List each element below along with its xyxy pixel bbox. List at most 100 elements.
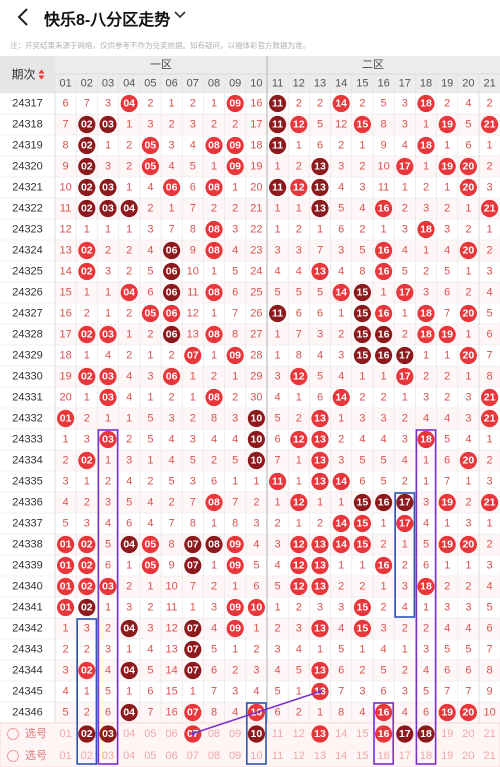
sort-up-icon[interactable] (38, 69, 45, 74)
hit-number: 05 (145, 539, 157, 551)
hit-ball (78, 262, 96, 281)
miss-count: 2 (126, 266, 132, 278)
hit-number: 19 (441, 539, 453, 551)
miss-count: 1 (423, 245, 429, 257)
hit-number: 04 (123, 287, 135, 299)
period-label: 24319 (12, 140, 43, 152)
miss-count: 1 (275, 224, 281, 236)
select-number-option: 06 (165, 728, 177, 740)
hit-number: 13 (314, 266, 326, 278)
miss-count: 17 (59, 329, 71, 341)
period-label: 24328 (12, 329, 43, 341)
sort-down-icon[interactable] (38, 75, 45, 80)
hit-number: 14 (335, 287, 347, 299)
miss-count: 5 (147, 665, 153, 677)
miss-count: 5 (465, 644, 471, 656)
hit-ball (120, 619, 138, 638)
hit-ball (184, 556, 202, 575)
hit-ball (438, 325, 456, 344)
miss-count: 1 (190, 371, 196, 383)
miss-count: 2 (84, 308, 90, 320)
miss-count: 3 (105, 161, 111, 173)
hit-number: 09 (229, 602, 241, 614)
miss-count: 5 (381, 665, 387, 677)
page-title[interactable]: 快乐8-八分区走势 (44, 12, 171, 29)
miss-count: 4 (487, 287, 493, 299)
miss-count: 12 (187, 308, 199, 320)
hit-number: 02 (81, 119, 93, 131)
hit-ball (375, 703, 393, 722)
hit-number: 15 (357, 497, 369, 509)
miss-count: 1 (190, 392, 196, 404)
miss-count: 1 (232, 476, 238, 488)
miss-count: 6 (423, 707, 429, 719)
hit-number: 08 (208, 140, 220, 152)
miss-count: 4 (232, 245, 238, 257)
chevron-left-icon[interactable] (16, 6, 32, 28)
hit-ball (78, 178, 96, 197)
select-number-option: 04 (123, 750, 135, 762)
hit-ball (78, 577, 96, 596)
miss-count: 5 (190, 161, 196, 173)
miss-count: 2 (169, 350, 175, 362)
miss-count: 2 (381, 392, 387, 404)
miss-count: 3 (147, 119, 153, 131)
miss-count: 6 (444, 665, 450, 677)
select-radio-icon[interactable] (7, 750, 19, 762)
selected-ball[interactable] (247, 725, 265, 743)
hit-ball (78, 661, 96, 680)
hit-ball (353, 598, 371, 617)
miss-count: 28 (250, 350, 262, 362)
miss-count: 2 (296, 224, 302, 236)
selected-ball[interactable] (417, 725, 435, 743)
hit-number: 18 (420, 329, 432, 341)
miss-count: 1 (84, 287, 90, 299)
miss-count: 18 (250, 140, 262, 152)
selected-number: 17 (399, 728, 411, 740)
select-radio-icon[interactable] (7, 728, 19, 740)
hit-number: 13 (314, 434, 326, 446)
hit-number: 07 (187, 539, 199, 551)
miss-count: 9 (487, 686, 493, 698)
miss-count: 3 (105, 644, 111, 656)
hit-ball (163, 304, 181, 323)
miss-count: 8 (232, 329, 238, 341)
miss-count: 25 (250, 287, 262, 299)
miss-count: 11 (166, 602, 177, 614)
miss-count: 3 (444, 224, 450, 236)
hit-ball (459, 346, 477, 365)
hit-ball (205, 178, 223, 197)
selected-ball[interactable] (78, 725, 96, 743)
miss-count: 1 (465, 329, 471, 341)
hit-ball (459, 703, 477, 722)
miss-count: 3 (402, 98, 408, 110)
hit-number: 02 (81, 245, 93, 257)
hit-number: 01 (60, 581, 72, 593)
annotation-box (373, 702, 395, 765)
select-number-option: 15 (356, 750, 368, 762)
miss-count: 5 (169, 476, 175, 488)
selected-ball[interactable] (311, 725, 329, 743)
selected-ball[interactable] (375, 725, 393, 743)
hit-ball (459, 451, 477, 470)
miss-count: 3 (105, 266, 111, 278)
column-header: 06 (165, 78, 177, 90)
selected-ball[interactable] (99, 725, 117, 743)
miss-count: 8 (190, 518, 196, 530)
hit-ball (311, 577, 329, 596)
hit-ball (396, 283, 414, 302)
hit-ball (57, 577, 75, 596)
hit-ball (120, 703, 138, 722)
miss-count: 4 (211, 623, 217, 635)
select-number-option: 19 (441, 728, 453, 740)
hit-number: 03 (102, 392, 114, 404)
chevron-down-icon[interactable] (173, 8, 187, 22)
miss-count: 15 (165, 686, 177, 698)
miss-count: 2 (402, 560, 408, 572)
hit-ball (247, 598, 265, 617)
miss-count: 4 (211, 434, 217, 446)
miss-count: 3 (359, 182, 365, 194)
selected-ball[interactable] (396, 725, 414, 743)
miss-count: 6 (105, 560, 111, 572)
